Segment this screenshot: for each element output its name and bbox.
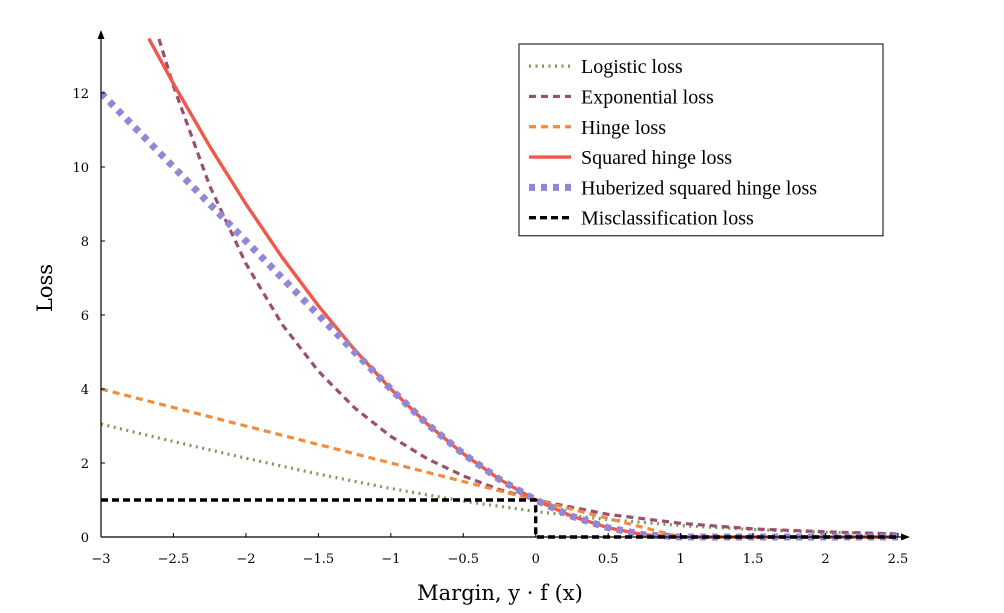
legend-box — [518, 43, 884, 237]
x-axis-arrow — [901, 533, 910, 541]
x-tick-label: 1 — [676, 552, 684, 567]
y-axis-title: Loss — [33, 264, 57, 312]
x-tick-label: 0.5 — [598, 552, 619, 567]
y-tick-label: 6 — [81, 309, 89, 324]
y-tick-label: 2 — [81, 457, 89, 472]
legend-label: Hinge loss — [581, 117, 666, 139]
series-line-hinge-loss — [101, 387, 898, 539]
y-tick-label: 0 — [81, 531, 89, 546]
x-tick-label: 2 — [821, 552, 829, 567]
x-tick-label: −2 — [236, 552, 255, 567]
x-tick-label: −1 — [381, 552, 400, 567]
y-tick-label: 4 — [81, 383, 89, 398]
series-line-misclassification-loss — [101, 498, 898, 539]
x-tick-label: 1.5 — [743, 552, 764, 567]
x-tick-label: −2.5 — [158, 552, 190, 567]
series-line-exponential-loss — [157, 38, 899, 536]
y-axis-arrow — [97, 30, 105, 39]
legend-label: Misclassification loss — [581, 208, 754, 230]
x-tick-label: 0 — [532, 552, 540, 567]
y-tick-label: 10 — [72, 161, 89, 176]
legend-label: Exponential loss — [581, 86, 714, 108]
ticks-layer: −3 −2.5 −2 −1.5 −1 −0.5 0 0.5 1 1.5 2 2.5 0 2 4 6 8 10 12 — [72, 87, 908, 567]
x-tick-label: −0.5 — [447, 552, 479, 567]
x-tick-label: 2.5 — [888, 552, 909, 567]
legend-label: Squared hinge loss — [581, 147, 732, 169]
axes-layer — [97, 30, 910, 541]
legend-label: Logistic loss — [581, 56, 683, 78]
y-tick-label: 8 — [81, 235, 89, 250]
x-axis-title: Margin, y · f (x) — [417, 581, 583, 605]
legend-label: Huberized squared hinge loss — [581, 177, 817, 199]
legend: Logistic loss Exponential loss Hinge loss S… — [518, 43, 884, 237]
x-tick-label: −1.5 — [303, 552, 335, 567]
y-tick-label: 12 — [72, 87, 89, 102]
x-tick-label: −3 — [91, 552, 110, 567]
